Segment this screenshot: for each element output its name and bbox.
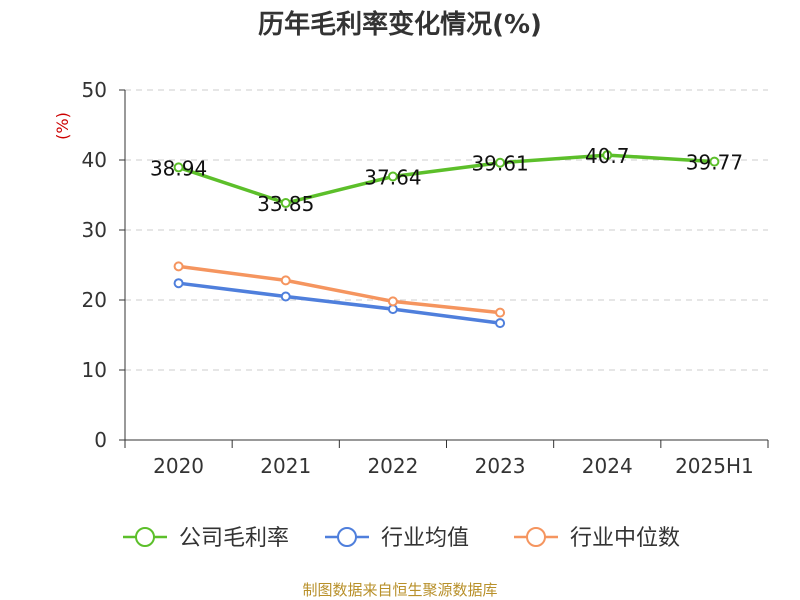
y-axis-label: (%): [53, 112, 72, 140]
legend-label: 行业中位数: [570, 526, 680, 551]
data-label: 37.64: [364, 166, 421, 190]
series-lines: [173, 150, 720, 329]
data-point: [173, 278, 184, 289]
legend-item: 行业均值: [325, 526, 469, 551]
data-label: 39.77: [686, 151, 743, 175]
y-tick-label: 30: [82, 218, 107, 242]
y-tick-label: 20: [82, 288, 107, 312]
legend-item: 行业中位数: [514, 526, 680, 551]
y-tick-label: 10: [82, 358, 107, 382]
data-point: [173, 261, 184, 272]
data-label: 40.7: [585, 144, 630, 168]
x-tick-label: 2021: [260, 454, 311, 478]
legend-label: 行业均值: [381, 526, 469, 551]
data-label: 39.61: [471, 152, 528, 176]
series-line-1: [178, 281, 501, 325]
data-point: [387, 171, 398, 182]
axes: 0 10 20 30 40 50 (%) 2020 2021 2022 2023 2024 2025H1: [53, 78, 769, 478]
y-tick-label: 40: [82, 148, 107, 172]
data-point: [280, 275, 291, 286]
data-point: [495, 318, 506, 329]
grid-lines: [125, 89, 768, 371]
legend: 公司毛利率 行业均值 行业中位数: [123, 526, 680, 551]
data-point: [280, 291, 291, 302]
chart-title: 历年毛利率变化情况(%): [258, 10, 542, 40]
x-tick-label: 2020: [153, 454, 204, 478]
data-label: 38.94: [150, 156, 207, 180]
y-tick-label: 50: [82, 78, 107, 102]
series-line-2: [178, 264, 501, 315]
data-point: [173, 162, 184, 173]
x-tick-label: 2023: [475, 454, 526, 478]
data-point: [280, 198, 291, 209]
legend-marker: [337, 527, 357, 547]
data-point: [495, 307, 506, 318]
data-point: [495, 157, 506, 168]
x-tick-label: 2024: [582, 454, 633, 478]
data-point: [387, 296, 398, 307]
data-point: [602, 150, 613, 161]
legend-marker: [526, 527, 546, 547]
y-tick-label: 0: [94, 428, 107, 452]
series-line-0: [178, 153, 715, 205]
x-tick-label: 2025H1: [675, 454, 754, 478]
legend-item: 公司毛利率: [123, 526, 289, 551]
data-point: [709, 156, 720, 167]
data-labels: 38.94 33.85 37.64 39.61 40.7 39.77: [150, 144, 743, 216]
legend-marker: [135, 527, 155, 547]
x-tick-label: 2022: [367, 454, 418, 478]
legend-label: 公司毛利率: [179, 526, 289, 551]
data-label: 33.85: [257, 192, 314, 216]
source-note: 制图数据来自恒生聚源数据库: [302, 581, 498, 599]
